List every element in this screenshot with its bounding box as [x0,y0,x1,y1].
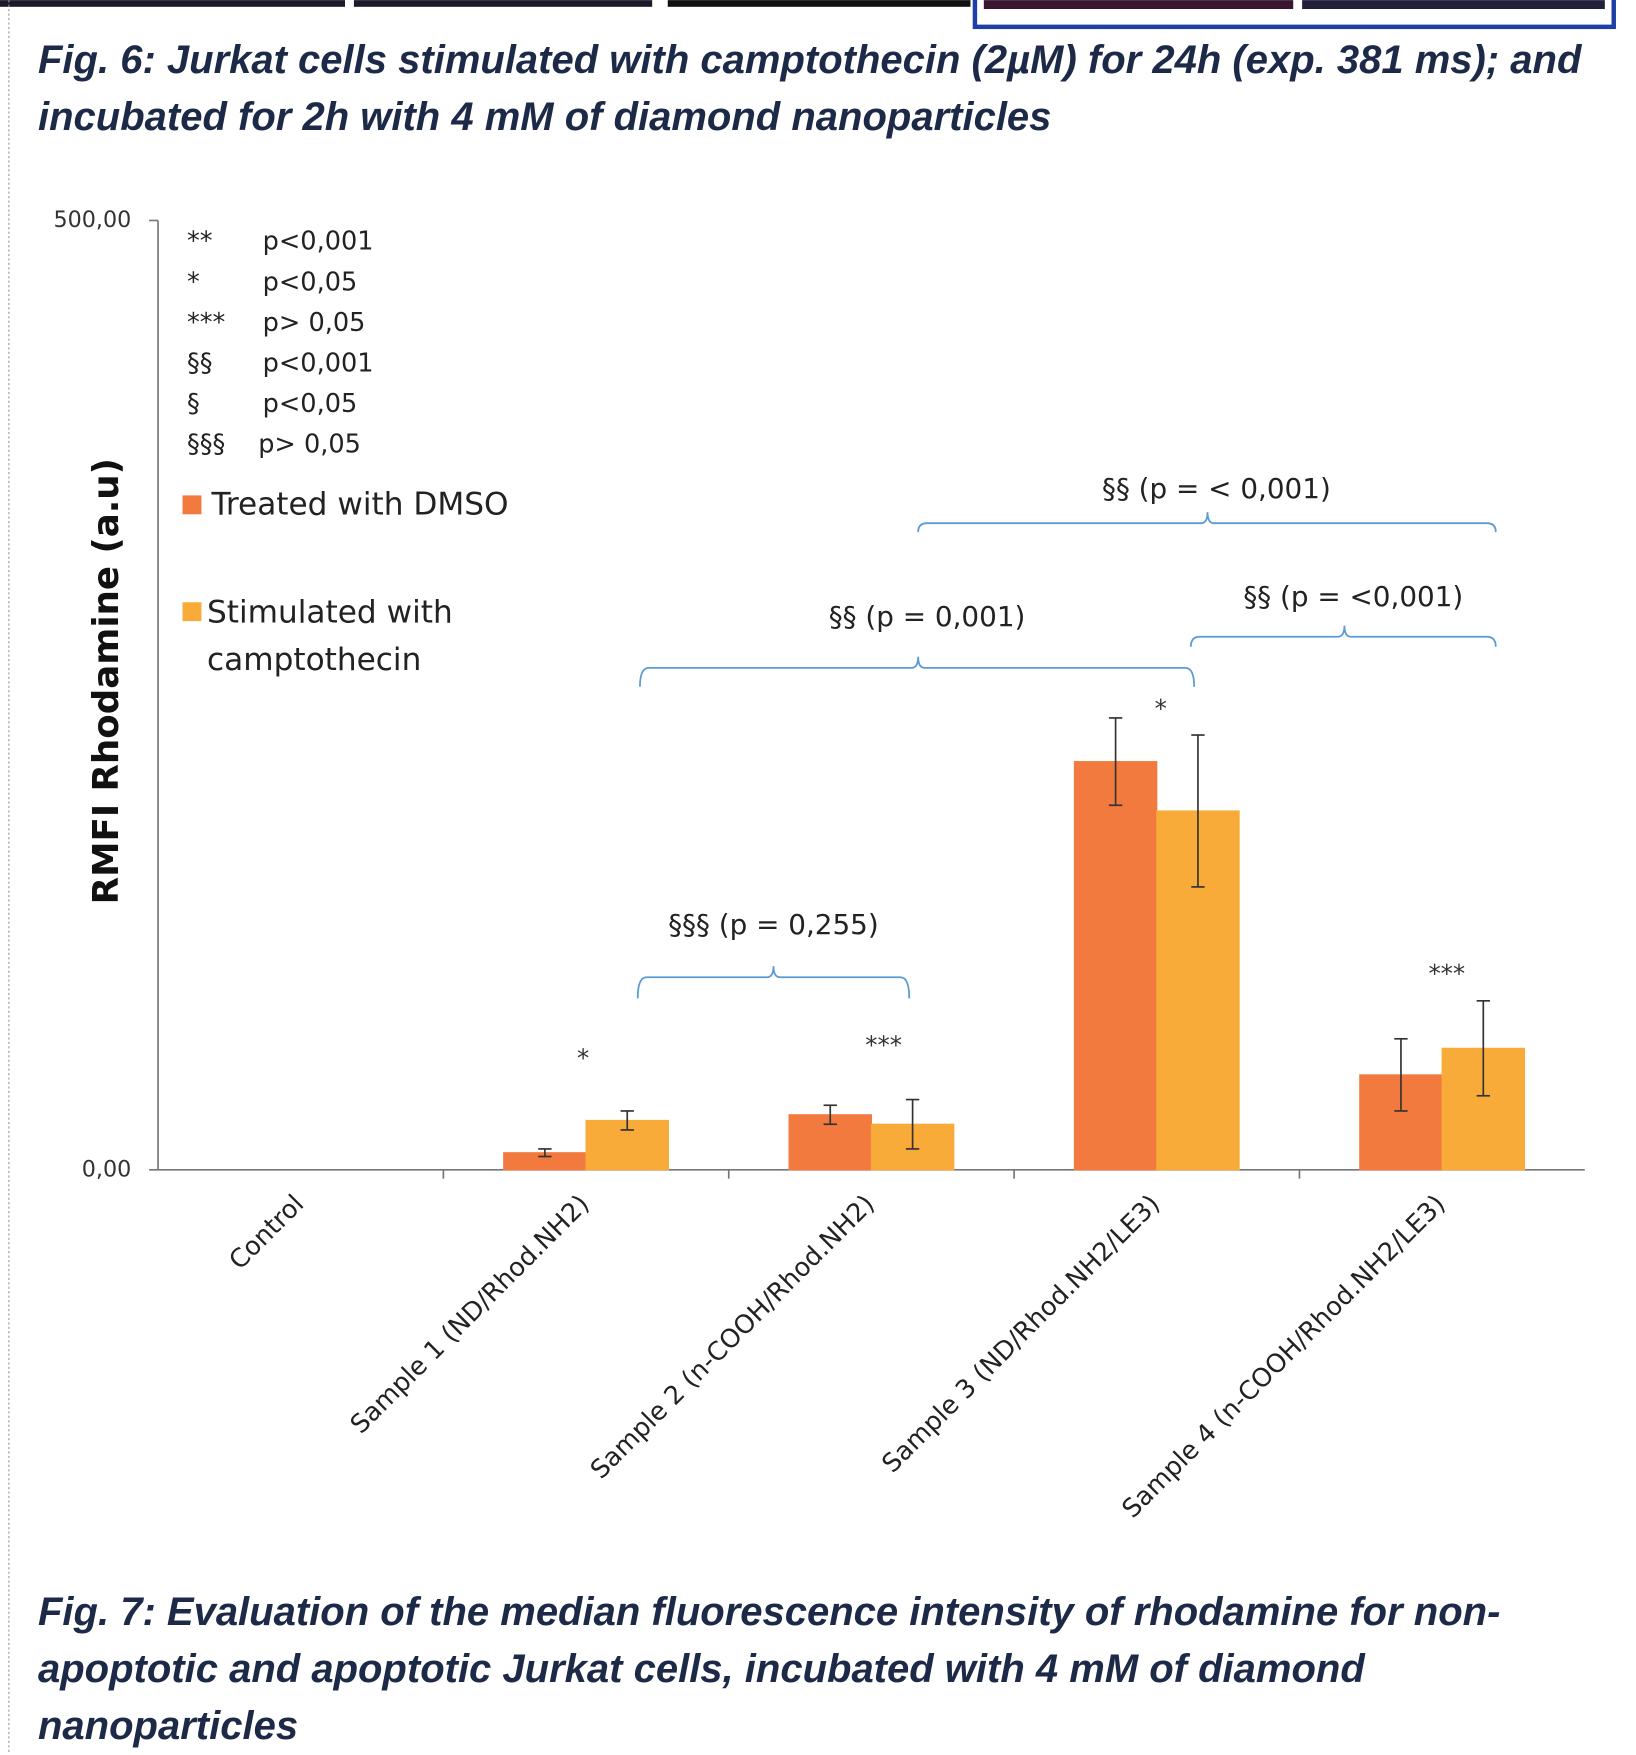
bracket-label: §§ (p = 0,001) [829,600,1026,633]
significance-mark: * [1155,694,1167,723]
y-tick-label: 0,00 [82,1156,132,1182]
bar [1074,762,1156,1170]
significance-mark: *** [865,1030,902,1059]
key-symbol: ** [187,227,213,257]
y-tick-label: 500,00 [53,207,131,233]
bracket-label: §§ (p = < 0,001) [1102,472,1331,505]
key-symbol: §§§ [187,429,225,459]
significance-bracket [638,966,910,998]
significance-mark: * [577,1044,589,1073]
figure-7-caption: Fig. 7: Evaluation of the median fluores… [38,1584,1598,1755]
significance-mark: *** [1428,959,1465,988]
significance-bracket [640,657,1194,687]
legend-swatch [183,495,202,514]
legend-label: Stimulated with camptothecin [207,588,496,684]
x-tick-label: Sample 3 (ND/Rhod.NH2/LE3) [876,1189,1166,1479]
image-strip [354,0,652,7]
key-meaning: p> 0,05 [263,308,366,338]
image-strip [668,0,971,7]
key-meaning: p<0,001 [263,227,374,257]
x-tick-label: Sample 4 (n-COOH/Rhod.NH2/LE3) [1117,1189,1452,1524]
key-symbol: §§ [187,348,213,378]
figure-6-caption: Fig. 6: Jurkat cells stimulated with cam… [38,32,1598,146]
image-strip [0,0,345,7]
x-tick-label: Control [224,1189,311,1276]
bracket-label: §§§ (p = 0,255) [668,908,879,941]
key-symbol: *** [187,308,226,338]
image-strip [984,0,1293,9]
bracket-label: §§ (p = <0,001) [1243,580,1463,613]
key-symbol: * [187,267,200,297]
chart: RMFI Rhodamine (a.u) Stimulated with cam… [0,0,1636,1752]
legend-swatch [183,602,202,621]
key-symbol: § [187,389,200,419]
key-meaning: p<0,001 [263,348,374,378]
key-meaning: p<0,05 [263,267,358,297]
x-tick-label: Sample 2 (n-COOH/Rhod.NH2) [585,1189,881,1485]
page: Fig. 6: Jurkat cells stimulated with cam… [0,0,1636,1752]
key-meaning: p> 0,05 [258,429,361,459]
key-meaning: p<0,05 [263,389,358,419]
image-strip [1302,0,1605,9]
legend-label: Treated with DMSO [210,486,508,522]
significance-bracket [1191,626,1496,647]
legend-wrap: Stimulated with camptothecin [207,588,496,699]
y-axis-label: RMFI Rhodamine (a.u) [86,458,127,904]
significance-bracket [918,512,1496,532]
x-tick-label: Sample 1 (ND/Rhod.NH2) [345,1189,596,1440]
